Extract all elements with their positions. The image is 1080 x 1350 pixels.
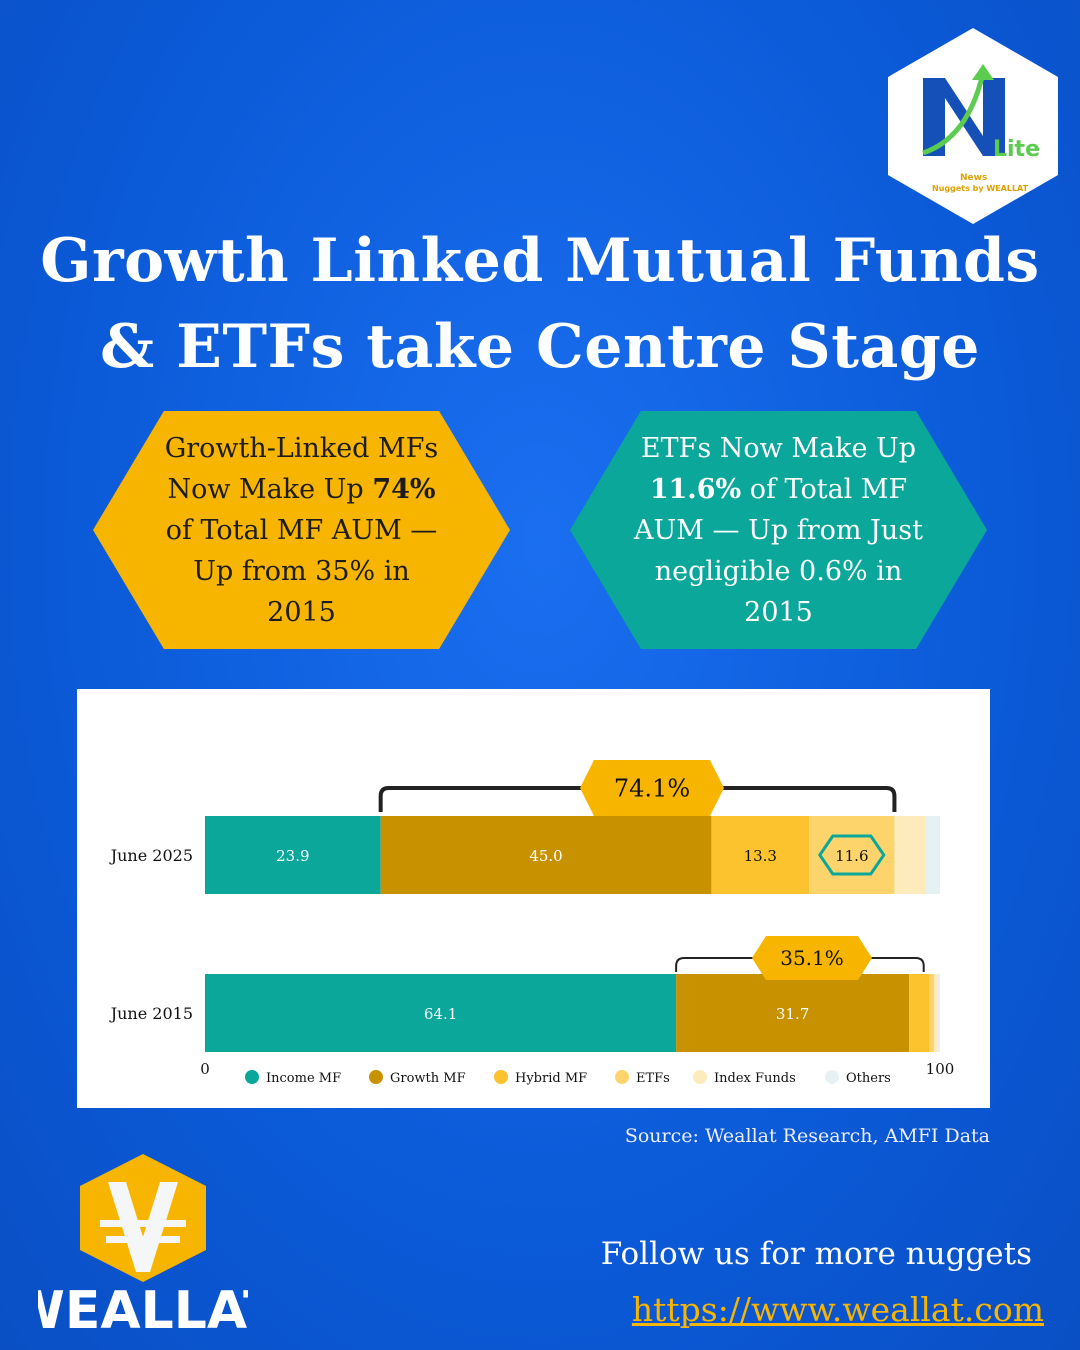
- stacked-bar-chart: June 2025 23.9 45.0 13.3 11.6 June 2015 64.1 31…: [109, 760, 955, 1086]
- svg-text:News: News: [960, 173, 987, 183]
- title-line-2: & ETFs take Centre Stage: [100, 312, 980, 382]
- annotation-badge: [580, 760, 724, 816]
- bar-segment: [937, 974, 940, 1052]
- bar-segment: [929, 974, 935, 1052]
- website-link[interactable]: https://www.weallat.com: [631, 1290, 1044, 1329]
- legend-swatch: [494, 1070, 508, 1084]
- page-title: Growth Linked Mutual Funds & ETFs take C…: [0, 218, 1080, 390]
- data-label: 64.1: [424, 1005, 457, 1023]
- callout-highlight: 11.6%: [649, 473, 742, 505]
- chart-card: June 2025 23.9 45.0 13.3 11.6 June 2015 64.1 31…: [77, 689, 990, 1108]
- nlite-logo: Lite News Nuggets by WEALLAT: [888, 28, 1058, 224]
- legend-label: ETFs: [636, 1071, 670, 1086]
- svg-text:Lite: Lite: [993, 137, 1040, 162]
- etf-highlight-hexagon: [817, 834, 886, 876]
- bar-segment: [934, 974, 938, 1052]
- bar-segment: [909, 974, 930, 1052]
- callout-text: ETFs Now Make Up: [640, 432, 917, 464]
- legend-swatch: [615, 1070, 629, 1084]
- legend-label: Others: [846, 1071, 891, 1086]
- legend-label: Growth MF: [390, 1071, 466, 1086]
- data-label: 23.9: [276, 847, 309, 865]
- legend-swatch: [693, 1070, 707, 1084]
- bar-segment: [809, 816, 895, 894]
- callout-text: of Total MF AUM — Up from 35% in 2015: [165, 514, 438, 628]
- annotation-label: 35.1%: [780, 946, 844, 970]
- weallat-logo: WEALLAT: [7, 1152, 279, 1341]
- growth-callout: Growth-Linked MFs Now Make Up 74% of Tot…: [93, 411, 510, 649]
- legend-swatch: [245, 1070, 259, 1084]
- legend-swatch: [825, 1070, 839, 1084]
- source-note: Source: Weallat Research, AMFI Data: [624, 1125, 990, 1147]
- legend-label: Income MF: [266, 1071, 341, 1086]
- category-label: June 2025: [109, 846, 193, 865]
- legend-swatch: [369, 1070, 383, 1084]
- data-label: 13.3: [744, 847, 777, 865]
- legend-label: Hybrid MF: [515, 1071, 587, 1086]
- data-label: 45.0: [529, 847, 562, 865]
- category-label: June 2015: [109, 1004, 193, 1023]
- bar-segment: [711, 816, 810, 894]
- follow-text: Follow us for more nuggets: [600, 1236, 1032, 1272]
- x-tick: 100: [926, 1060, 955, 1078]
- bar-segment: [894, 816, 927, 894]
- annotation-label: 74.1%: [614, 775, 690, 803]
- x-tick: 0: [200, 1060, 210, 1078]
- svg-text:WEALLAT: WEALLAT: [38, 1281, 248, 1337]
- svg-text:Nuggets by WEALLAT: Nuggets by WEALLAT: [932, 184, 1029, 193]
- legend-label: Index Funds: [714, 1071, 796, 1086]
- annotation-badge: [752, 936, 872, 980]
- data-label: 11.6: [835, 847, 868, 865]
- bar-segment: [205, 816, 381, 894]
- callout-text: of Total MF AUM — Up from Just negligibl…: [634, 473, 923, 628]
- etf-callout: ETFs Now Make Up 11.6% of Total MF AUM —…: [570, 411, 987, 649]
- bar-segment: [380, 816, 712, 894]
- data-label: 31.7: [776, 1005, 809, 1023]
- callout-text: Growth-Linked MFs Now Make Up: [164, 432, 439, 505]
- callout-highlight: 74%: [372, 473, 436, 505]
- bar-segment: [926, 816, 940, 894]
- bar-segment: [205, 974, 677, 1052]
- title-line-1: Growth Linked Mutual Funds: [40, 226, 1040, 296]
- bar-segment: [676, 974, 910, 1052]
